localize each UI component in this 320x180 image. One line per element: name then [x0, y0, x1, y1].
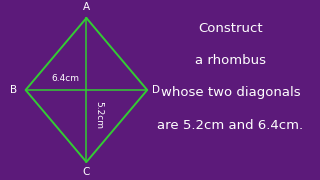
- Text: C: C: [83, 167, 90, 177]
- Text: Construct: Construct: [198, 22, 263, 35]
- Text: 6.4cm: 6.4cm: [51, 74, 79, 83]
- Text: D: D: [152, 85, 160, 95]
- Text: are 5.2cm and 6.4cm.: are 5.2cm and 6.4cm.: [157, 119, 303, 132]
- Text: 5.2cm: 5.2cm: [94, 101, 103, 129]
- Text: whose two diagonals: whose two diagonals: [161, 86, 300, 99]
- Text: A: A: [83, 2, 90, 12]
- Text: a rhombus: a rhombus: [195, 54, 266, 67]
- Text: B: B: [11, 85, 18, 95]
